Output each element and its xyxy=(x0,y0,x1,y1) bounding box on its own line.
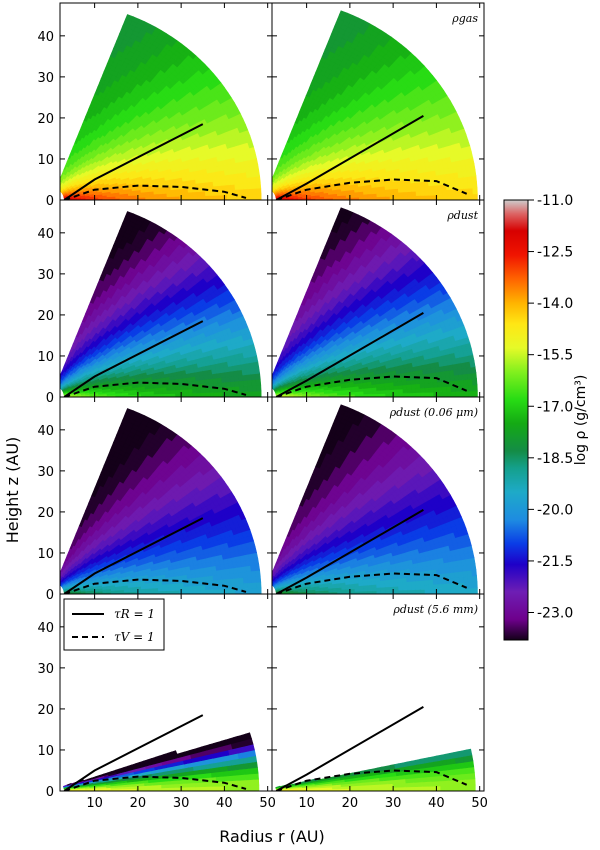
y-tick-label: 30 xyxy=(37,71,54,86)
legend: τR = 1 τV = 1 xyxy=(63,598,165,651)
colorbar-tick-label: -20.0 xyxy=(537,502,573,518)
colorbar-tick-label: -17.0 xyxy=(537,399,573,415)
colorbar-label: log ρ (g/cm³) xyxy=(573,375,589,466)
y-tick-label: 30 xyxy=(37,268,54,283)
y-axis-label: Height z (AU) xyxy=(3,437,22,544)
tauR-line xyxy=(63,123,204,200)
colorbar-tick-label: -12.5 xyxy=(537,245,573,261)
y-tick-label: 10 xyxy=(37,153,54,168)
y-tick-label: 40 xyxy=(37,621,54,636)
colorbar-tick-label: -21.5 xyxy=(537,554,573,570)
colorbar-gradient xyxy=(503,199,529,641)
panel-dust-left: 0 10 20 30 40 xyxy=(37,199,273,406)
tauR-line xyxy=(63,714,204,791)
colorbar: -11.0 -12.5 -14.0 -15.5 -17.0 -18.5 -20.0 -21.5… xyxy=(503,193,589,641)
tauR-line xyxy=(275,706,424,791)
legend-label-tauR: τR = 1 xyxy=(114,607,155,621)
x-tick-label: 40 xyxy=(216,796,233,811)
colorbar-tick-label: -15.5 xyxy=(537,348,573,364)
y-tick-label: 10 xyxy=(37,350,54,365)
density-field xyxy=(63,714,260,791)
x-tick-label: 10 xyxy=(86,796,103,811)
y-tick-label: 0 xyxy=(46,588,54,603)
y-tick-label: 20 xyxy=(37,112,54,127)
panel-title: ρdust (0.06 μm) xyxy=(389,406,478,419)
x-tick-label: 10 xyxy=(298,796,315,811)
tauR-line xyxy=(275,312,424,397)
tauR-line xyxy=(275,509,424,594)
y-tick-label: 30 xyxy=(37,465,54,480)
colorbar-tick-label: -18.5 xyxy=(537,451,573,467)
x-tick-label: 40 xyxy=(428,796,445,811)
y-tick-label: 20 xyxy=(37,506,54,521)
panel-small-right: ρdust (0.06 μm) xyxy=(271,396,485,595)
panel-frame xyxy=(271,593,485,792)
colorbar-tick-label: -23.0 xyxy=(537,606,573,622)
panel-title: ρgas xyxy=(451,12,478,25)
density-field xyxy=(275,706,476,791)
panel-large-right: 10 20 30 40 50 ρdust (5.6 mm) xyxy=(271,593,488,811)
tauR-line xyxy=(63,517,204,594)
y-tick-label: 40 xyxy=(37,227,54,242)
colorbar-tick-label: -11.0 xyxy=(537,193,573,209)
y-tick-label: 10 xyxy=(37,547,54,562)
colorbar-tick-label: -14.0 xyxy=(537,296,573,312)
y-tick-label: 20 xyxy=(37,309,54,324)
y-tick-label: 40 xyxy=(37,30,54,45)
density-field xyxy=(60,211,262,397)
y-tick-label: 40 xyxy=(37,424,54,439)
density-field xyxy=(60,408,262,594)
y-tick-label: 20 xyxy=(37,703,54,718)
density-field xyxy=(272,207,478,397)
x-tick-label: 20 xyxy=(342,796,359,811)
y-tick-label: 0 xyxy=(46,785,54,800)
density-field xyxy=(272,404,478,594)
x-tick-label: 20 xyxy=(130,796,147,811)
x-tick-label: 30 xyxy=(173,796,190,811)
legend-label-tauV: τV = 1 xyxy=(114,630,155,644)
panel-large-left: 0 10 20 30 40 10 20 30 40 50 xyxy=(37,593,276,811)
tauR-line xyxy=(63,320,204,397)
panel-small-left: 0 10 20 30 40 xyxy=(37,396,273,603)
legend-box xyxy=(63,598,165,651)
panel-gas-right: ρgas xyxy=(271,2,485,201)
panel-gas-left: 0 10 20 30 40 xyxy=(37,2,273,209)
x-tick-label: 30 xyxy=(385,796,402,811)
panel-title: ρdust xyxy=(446,209,478,222)
panel-title: ρdust (5.6 mm) xyxy=(392,603,478,616)
x-axis-label: Radius r (AU) xyxy=(219,827,325,846)
panels: 0 10 20 30 40 ρgas 0 10 20 30 40 ρdust 0 10 20 30 40 ρdus… xyxy=(37,2,488,811)
y-tick-label: 0 xyxy=(46,194,54,209)
tauR-line xyxy=(275,115,424,200)
y-tick-label: 10 xyxy=(37,744,54,759)
x-tick-label: 50 xyxy=(471,796,488,811)
panel-dust-right: ρdust xyxy=(271,199,485,398)
x-tick-label: 50 xyxy=(259,796,276,811)
y-tick-label: 30 xyxy=(37,662,54,677)
density-field xyxy=(60,14,262,200)
y-tick-label: 0 xyxy=(46,391,54,406)
density-field xyxy=(272,10,478,200)
